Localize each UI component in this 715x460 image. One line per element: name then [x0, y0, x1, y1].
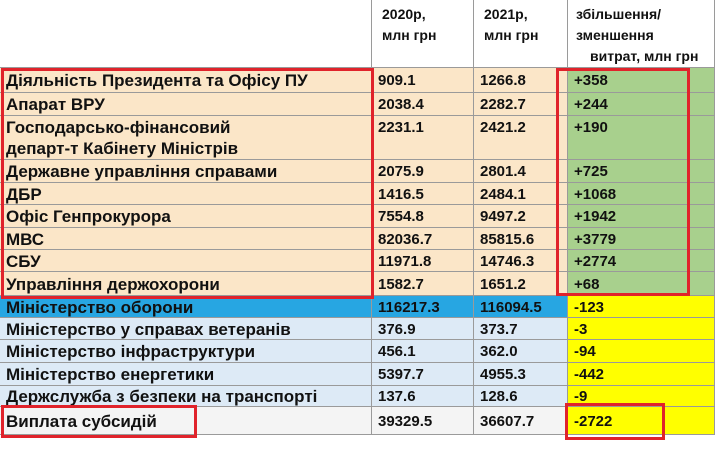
header-label: 2020р,	[382, 6, 426, 22]
table-cell: 2038.4	[372, 93, 474, 116]
table-cell: 1266.8	[474, 68, 568, 93]
table-cell: 39329.5	[372, 407, 474, 435]
table-cell: Діяльність Президента та Офісу ПУ	[0, 68, 372, 93]
table-cell: +1942	[568, 205, 715, 228]
header-label: 2021р,	[484, 6, 528, 22]
table-cell: +1068	[568, 183, 715, 205]
table-cell: 116094.5	[474, 296, 568, 318]
table-cell: +190	[568, 116, 715, 160]
table-cell: Міністерство енергетики	[0, 363, 372, 386]
table-cell: 376.9	[372, 318, 474, 340]
table-cell: +244	[568, 93, 715, 116]
table-cell: 373.7	[474, 318, 568, 340]
table-cell: 36607.7	[474, 407, 568, 435]
header-label: збільшення/	[576, 6, 662, 22]
table-cell: 362.0	[474, 340, 568, 363]
table-cell: Офіс Генпрокурора	[0, 205, 372, 228]
table-cell: Апарат ВРУ	[0, 93, 372, 116]
table-cell: 11971.8	[372, 250, 474, 272]
table-cell: -2722	[568, 407, 715, 435]
table-cell: 4955.3	[474, 363, 568, 386]
table-cell: 85815.6	[474, 228, 568, 250]
table-cell: Виплата субсидій	[0, 407, 372, 435]
header-label: млн грн	[484, 27, 539, 43]
table-cell: Управління держохорони	[0, 272, 372, 296]
table-cell: 128.6	[474, 386, 568, 407]
table-cell: 456.1	[372, 340, 474, 363]
table-cell: 1582.7	[372, 272, 474, 296]
table-cell: Міністерство інфраструктури	[0, 340, 372, 363]
header-label: зменшення	[576, 27, 654, 43]
header-cell	[474, 0, 568, 68]
table-cell: -94	[568, 340, 715, 363]
table-cell: -442	[568, 363, 715, 386]
table-cell: 1651.2	[474, 272, 568, 296]
table-cell: МВС	[0, 228, 372, 250]
table-cell: СБУ	[0, 250, 372, 272]
table-cell: +358	[568, 68, 715, 93]
table-cell: Міністерство оборони	[0, 296, 372, 318]
table-cell: 116217.3	[372, 296, 474, 318]
header-cell	[372, 0, 474, 68]
table-cell: 2801.4	[474, 160, 568, 183]
table-cell: 7554.8	[372, 205, 474, 228]
table-cell: Державне управління справами	[0, 160, 372, 183]
table-cell: -9	[568, 386, 715, 407]
table-cell: Держслужба з безпеки на транспорті	[0, 386, 372, 407]
table-cell: 137.6	[372, 386, 474, 407]
table-cell: -123	[568, 296, 715, 318]
table-cell: +725	[568, 160, 715, 183]
table-cell: 9497.2	[474, 205, 568, 228]
cell-line: департ-т Кабінету Міністрів	[6, 139, 239, 158]
table-cell: 2075.9	[372, 160, 474, 183]
table-cell: 82036.7	[372, 228, 474, 250]
table-cell: 14746.3	[474, 250, 568, 272]
table-cell: 2282.7	[474, 93, 568, 116]
header-label: витрат, млн грн	[590, 48, 699, 64]
header-label: млн грн	[382, 27, 437, 43]
table-cell: ДБР	[0, 183, 372, 205]
header-cell	[0, 0, 372, 68]
table-cell: 2231.1	[372, 116, 474, 160]
table-cell: +68	[568, 272, 715, 296]
table-cell: 1416.5	[372, 183, 474, 205]
table-cell: Міністерство у справах ветеранів	[0, 318, 372, 340]
table-cell: +2774	[568, 250, 715, 272]
table-cell: Господарсько-фінансовий департ-т Кабінету…	[0, 116, 372, 160]
table-cell: 909.1	[372, 68, 474, 93]
cell-line: Господарсько-фінансовий	[6, 118, 231, 137]
header-cell	[568, 0, 715, 68]
table-cell: 2421.2	[474, 116, 568, 160]
table-cell: +3779	[568, 228, 715, 250]
table-cell: 2484.1	[474, 183, 568, 205]
table-cell: 5397.7	[372, 363, 474, 386]
table-cell: -3	[568, 318, 715, 340]
